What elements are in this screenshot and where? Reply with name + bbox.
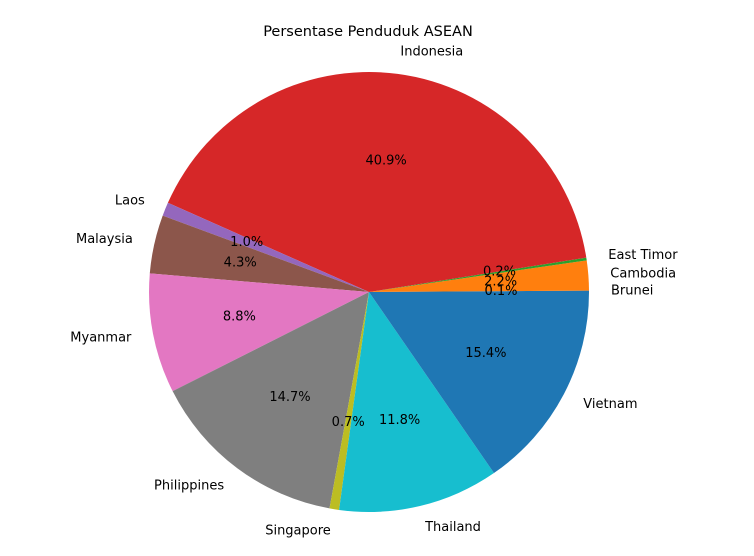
slice-philippines <box>172 292 369 509</box>
label-thailand: Thailand <box>424 520 481 535</box>
slice-indonesia <box>167 71 587 293</box>
pct-east-timor: 0.2% <box>483 265 516 280</box>
pct-myanmar: 8.8% <box>223 310 256 325</box>
pct-cambodia: 2.2% <box>484 275 517 290</box>
label-laos: Laos <box>115 193 145 208</box>
slice-malaysia <box>149 215 369 292</box>
pie-labels: Brunei 0.1% Cambodia 2.2% East Timor 0.2% Indo… <box>70 45 678 539</box>
slice-laos <box>162 202 369 292</box>
slice-east-timor <box>369 257 587 292</box>
pct-malaysia: 4.3% <box>224 256 257 271</box>
pct-thailand: 11.8% <box>379 413 420 428</box>
pie-slices <box>149 71 590 512</box>
slice-myanmar <box>149 273 369 392</box>
slice-thailand <box>339 292 494 512</box>
label-philippines: Philippines <box>154 478 224 493</box>
label-east-timor: East Timor <box>608 248 678 263</box>
pct-laos: 1.0% <box>230 235 263 250</box>
chart-title: Persentase Penduduk ASEAN <box>263 24 473 40</box>
label-malaysia: Malaysia <box>76 232 133 247</box>
label-brunei: Brunei <box>611 284 653 299</box>
label-vietnam: Vietnam <box>583 397 637 412</box>
label-indonesia: Indonesia <box>400 45 463 60</box>
slice-vietnam <box>369 292 589 474</box>
slice-singapore <box>329 292 369 510</box>
pct-vietnam: 15.4% <box>465 346 506 361</box>
pct-singapore: 0.7% <box>332 415 365 430</box>
slice-cambodia <box>369 260 589 292</box>
pct-philippines: 14.7% <box>269 390 310 405</box>
pct-indonesia: 40.9% <box>365 154 406 169</box>
pct-brunei: 0.1% <box>484 284 517 299</box>
slice-brunei <box>369 290 590 292</box>
label-myanmar: Myanmar <box>70 331 132 346</box>
label-cambodia: Cambodia <box>610 266 676 281</box>
label-singapore: Singapore <box>265 524 331 539</box>
